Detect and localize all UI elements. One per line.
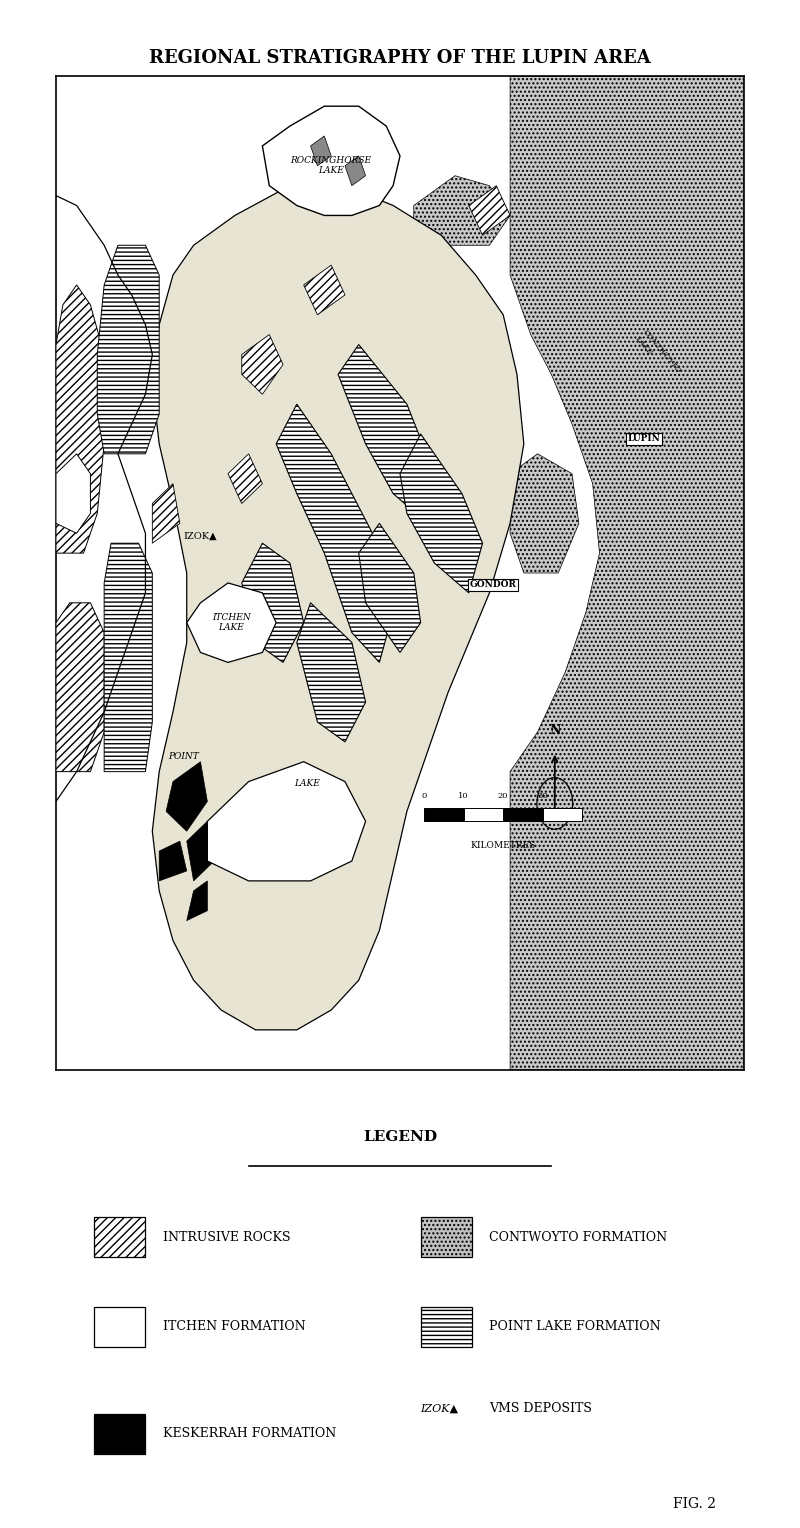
Polygon shape xyxy=(98,246,159,454)
Text: CONTWOYTO FORMATION: CONTWOYTO FORMATION xyxy=(490,1230,667,1244)
Polygon shape xyxy=(152,185,524,1030)
Text: ITCHEN FORMATION: ITCHEN FORMATION xyxy=(162,1320,306,1334)
Polygon shape xyxy=(510,76,744,1070)
Polygon shape xyxy=(262,107,400,215)
Polygon shape xyxy=(207,762,366,880)
Polygon shape xyxy=(338,345,434,523)
Polygon shape xyxy=(186,582,276,663)
Polygon shape xyxy=(56,454,90,533)
Text: LUPIN: LUPIN xyxy=(628,434,661,443)
Text: INTRUSIVE ROCKS: INTRUSIVE ROCKS xyxy=(162,1230,290,1244)
Text: LAKE: LAKE xyxy=(294,779,320,788)
Text: N: N xyxy=(549,724,561,736)
Polygon shape xyxy=(310,136,331,165)
Bar xyxy=(424,808,464,822)
Text: VMS DEPOSITS: VMS DEPOSITS xyxy=(490,1401,592,1415)
Bar xyxy=(542,808,582,822)
Polygon shape xyxy=(400,434,482,593)
Polygon shape xyxy=(56,286,104,553)
Polygon shape xyxy=(159,840,186,880)
Text: REGIONAL STRATIGRAPHY OF THE LUPIN AREA: REGIONAL STRATIGRAPHY OF THE LUPIN AREA xyxy=(149,49,651,67)
Polygon shape xyxy=(186,822,214,880)
Bar xyxy=(421,1306,472,1348)
Polygon shape xyxy=(297,602,366,743)
Bar xyxy=(464,808,503,822)
Polygon shape xyxy=(469,185,510,235)
Text: 20: 20 xyxy=(498,793,509,801)
Polygon shape xyxy=(345,156,366,185)
Polygon shape xyxy=(414,176,510,246)
Text: POINT: POINT xyxy=(168,752,198,761)
Polygon shape xyxy=(510,454,579,573)
Polygon shape xyxy=(166,762,207,831)
Bar xyxy=(94,1413,146,1455)
Bar xyxy=(94,1306,146,1348)
Text: IZOK▲: IZOK▲ xyxy=(421,1403,458,1413)
Polygon shape xyxy=(304,266,345,315)
Text: FIG. 2: FIG. 2 xyxy=(674,1497,717,1511)
Polygon shape xyxy=(152,483,180,544)
Polygon shape xyxy=(242,544,304,663)
Bar xyxy=(421,1216,472,1258)
Text: ROCKINGHORSE
LAKE: ROCKINGHORSE LAKE xyxy=(290,156,372,176)
Text: ITCHEN
LAKE: ITCHEN LAKE xyxy=(212,613,251,633)
Text: GONDOR: GONDOR xyxy=(470,581,516,590)
Polygon shape xyxy=(104,544,152,772)
Polygon shape xyxy=(186,880,207,920)
Polygon shape xyxy=(242,335,283,394)
Bar xyxy=(503,808,542,822)
Polygon shape xyxy=(358,523,421,652)
Text: CONTWOYTO
LAKE: CONTWOYTO LAKE xyxy=(634,329,682,380)
Text: KESKERRAH FORMATION: KESKERRAH FORMATION xyxy=(162,1427,336,1441)
Polygon shape xyxy=(276,403,393,663)
Text: IZOK▲: IZOK▲ xyxy=(184,532,218,541)
Text: 10: 10 xyxy=(458,793,469,801)
Polygon shape xyxy=(56,602,104,772)
Text: 0: 0 xyxy=(422,793,426,801)
Bar xyxy=(94,1216,146,1258)
Text: 30: 30 xyxy=(538,793,548,801)
Text: POINT LAKE FORMATION: POINT LAKE FORMATION xyxy=(490,1320,661,1334)
Text: KILOMETRES: KILOMETRES xyxy=(470,840,536,850)
Text: LEGEND: LEGEND xyxy=(363,1131,437,1144)
Polygon shape xyxy=(228,454,262,504)
